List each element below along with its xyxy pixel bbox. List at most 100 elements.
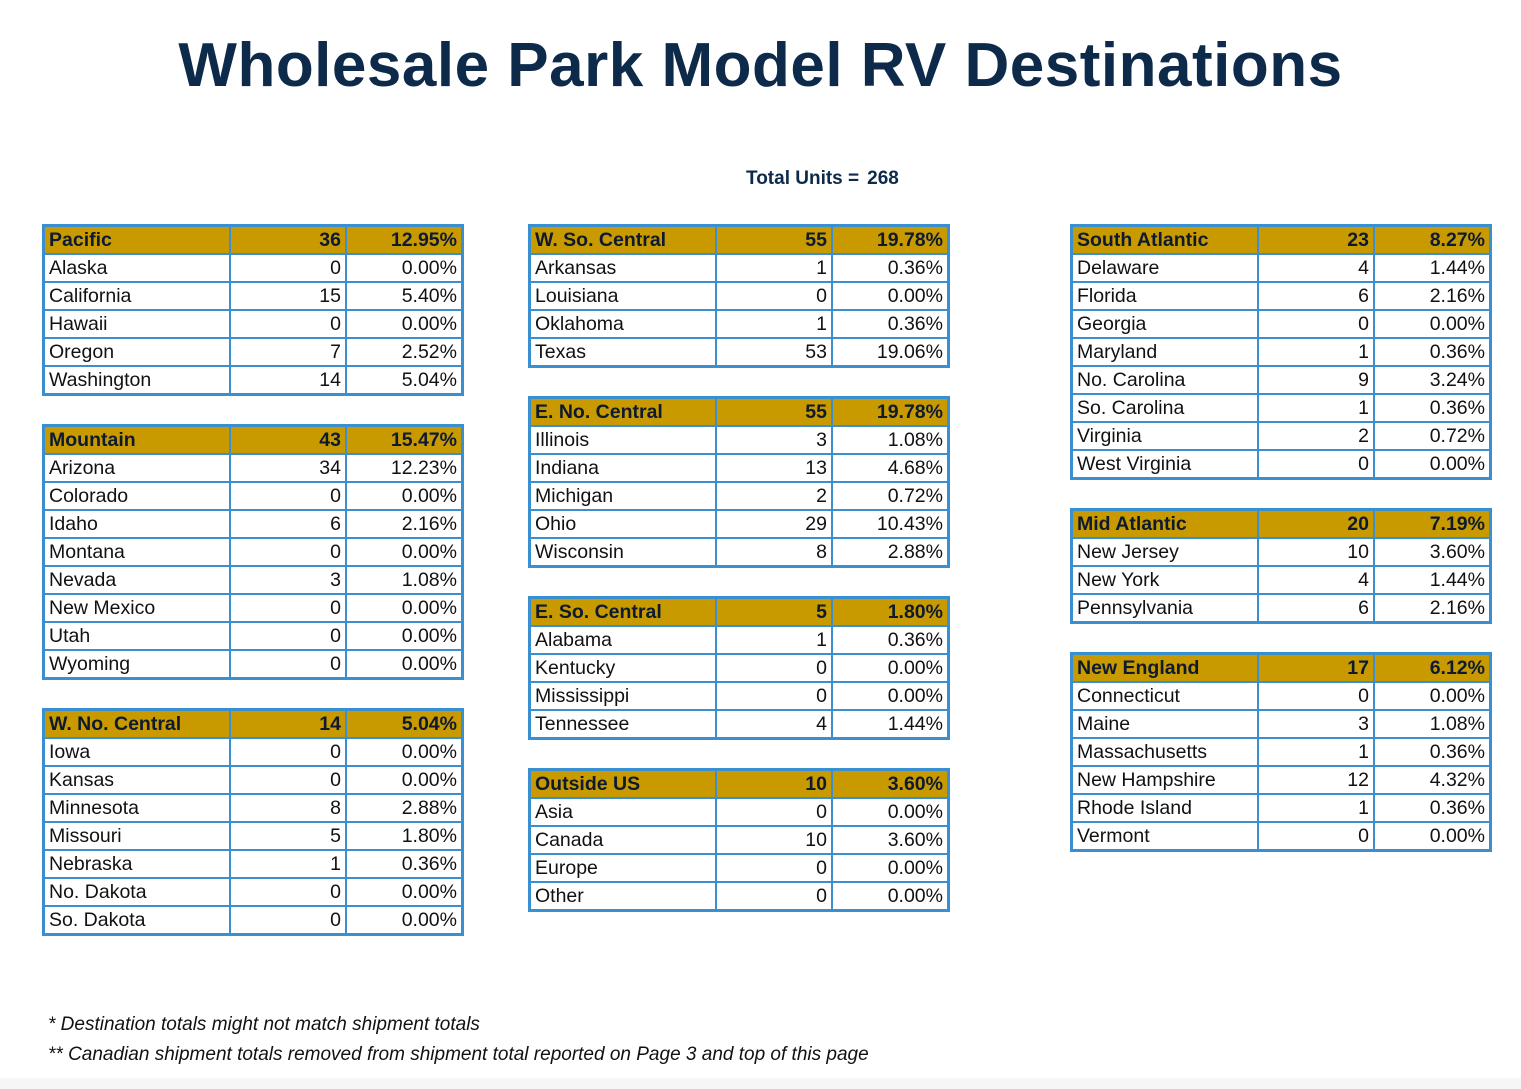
state-name-cell: Virginia [1070, 421, 1259, 451]
table-row: Indiana 13 4.68% [528, 453, 950, 483]
table-row: Arizona 34 12.23% [42, 453, 464, 483]
region-header-row: W. No. Central 14 5.04% [42, 708, 464, 739]
state-name-cell: Iowa [42, 737, 231, 767]
region-table: Mid Atlantic 20 7.19% New Jersey 10 3.60% New … [1070, 508, 1492, 624]
table-row: Alaska 0 0.00% [42, 253, 464, 283]
state-name-cell: Illinois [528, 425, 717, 455]
state-percent-cell: 0.00% [1373, 449, 1492, 480]
region-name-cell: Mid Atlantic [1070, 508, 1259, 539]
state-units-cell: 1 [229, 849, 347, 879]
footnotes: * Destination totals might not match shi… [48, 1012, 869, 1072]
state-name-cell: Utah [42, 621, 231, 651]
region-name-cell: E. No. Central [528, 396, 717, 427]
state-percent-cell: 12.23% [345, 453, 464, 483]
state-percent-cell: 4.32% [1373, 765, 1492, 795]
state-percent-cell: 1.80% [345, 821, 464, 851]
region-name-cell: W. So. Central [528, 224, 717, 255]
state-name-cell: Washington [42, 365, 231, 396]
region-header-row: Mountain 43 15.47% [42, 424, 464, 455]
state-name-cell: Nevada [42, 565, 231, 595]
state-name-cell: Canada [528, 825, 717, 855]
state-units-cell: 0 [229, 737, 347, 767]
table-row: Nevada 3 1.08% [42, 565, 464, 595]
state-units-cell: 4 [1257, 565, 1375, 595]
region-units-cell: 43 [229, 424, 347, 455]
state-units-cell: 4 [715, 709, 833, 740]
table-row: West Virginia 0 0.00% [1070, 449, 1492, 480]
table-row: Vermont 0 0.00% [1070, 821, 1492, 852]
state-units-cell: 1 [715, 253, 833, 283]
state-units-cell: 0 [229, 481, 347, 511]
state-name-cell: No. Carolina [1070, 365, 1259, 395]
table-row: Utah 0 0.00% [42, 621, 464, 651]
table-row: Maryland 1 0.36% [1070, 337, 1492, 367]
state-percent-cell: 0.00% [831, 653, 950, 683]
state-name-cell: Mississippi [528, 681, 717, 711]
state-units-cell: 0 [715, 281, 833, 311]
state-percent-cell: 0.36% [831, 309, 950, 339]
state-units-cell: 1 [1257, 737, 1375, 767]
state-units-cell: 5 [229, 821, 347, 851]
table-row: Virginia 2 0.72% [1070, 421, 1492, 451]
state-percent-cell: 1.08% [831, 425, 950, 455]
state-percent-cell: 0.36% [345, 849, 464, 879]
state-percent-cell: 2.16% [1373, 593, 1492, 624]
state-name-cell: No. Dakota [42, 877, 231, 907]
state-name-cell: Ohio [528, 509, 717, 539]
state-name-cell: Massachusetts [1070, 737, 1259, 767]
state-name-cell: Maryland [1070, 337, 1259, 367]
state-name-cell: Arkansas [528, 253, 717, 283]
state-units-cell: 0 [715, 653, 833, 683]
table-row: Iowa 0 0.00% [42, 737, 464, 767]
state-units-cell: 8 [715, 537, 833, 568]
state-percent-cell: 3.60% [831, 825, 950, 855]
table-row: New York 4 1.44% [1070, 565, 1492, 595]
region-units-cell: 10 [715, 768, 833, 799]
state-name-cell: Connecticut [1070, 681, 1259, 711]
state-name-cell: Pennsylvania [1070, 593, 1259, 624]
region-name-cell: Outside US [528, 768, 717, 799]
region-header-row: New England 17 6.12% [1070, 652, 1492, 683]
state-name-cell: New Hampshire [1070, 765, 1259, 795]
state-units-cell: 7 [229, 337, 347, 367]
table-row: No. Carolina 9 3.24% [1070, 365, 1492, 395]
state-percent-cell: 0.00% [345, 649, 464, 680]
state-name-cell: So. Dakota [42, 905, 231, 936]
region-header-row: Outside US 10 3.60% [528, 768, 950, 799]
table-row: Texas 53 19.06% [528, 337, 950, 368]
region-table: W. No. Central 14 5.04% Iowa 0 0.00% Kansas 0 0.… [42, 708, 464, 936]
state-name-cell: Indiana [528, 453, 717, 483]
column-2: W. So. Central 55 19.78% Arkansas 1 0.36% Loui… [528, 224, 950, 940]
state-name-cell: Nebraska [42, 849, 231, 879]
state-percent-cell: 1.44% [1373, 565, 1492, 595]
state-percent-cell: 3.24% [1373, 365, 1492, 395]
table-row: Idaho 6 2.16% [42, 509, 464, 539]
table-row: Florida 6 2.16% [1070, 281, 1492, 311]
table-row: Louisiana 0 0.00% [528, 281, 950, 311]
state-units-cell: 6 [229, 509, 347, 539]
state-percent-cell: 0.00% [345, 765, 464, 795]
state-name-cell: Arizona [42, 453, 231, 483]
state-units-cell: 8 [229, 793, 347, 823]
state-units-cell: 13 [715, 453, 833, 483]
state-units-cell: 0 [1257, 681, 1375, 711]
state-percent-cell: 2.88% [831, 537, 950, 568]
state-units-cell: 3 [1257, 709, 1375, 739]
state-name-cell: Maine [1070, 709, 1259, 739]
state-units-cell: 0 [715, 853, 833, 883]
state-name-cell: Oregon [42, 337, 231, 367]
column-1: Pacific 36 12.95% Alaska 0 0.00% California 15 5… [42, 224, 464, 964]
state-units-cell: 3 [229, 565, 347, 595]
state-name-cell: Alabama [528, 625, 717, 655]
column-3: South Atlantic 23 8.27% Delaware 4 1.44% Flori… [1070, 224, 1492, 880]
region-header-row: W. So. Central 55 19.78% [528, 224, 950, 255]
state-units-cell: 2 [715, 481, 833, 511]
state-percent-cell: 5.40% [345, 281, 464, 311]
region-percent-cell: 8.27% [1373, 224, 1492, 255]
region-header-row: Pacific 36 12.95% [42, 224, 464, 255]
table-row: So. Carolina 1 0.36% [1070, 393, 1492, 423]
state-name-cell: Oklahoma [528, 309, 717, 339]
table-row: New Jersey 10 3.60% [1070, 537, 1492, 567]
state-name-cell: New York [1070, 565, 1259, 595]
region-percent-cell: 3.60% [831, 768, 950, 799]
